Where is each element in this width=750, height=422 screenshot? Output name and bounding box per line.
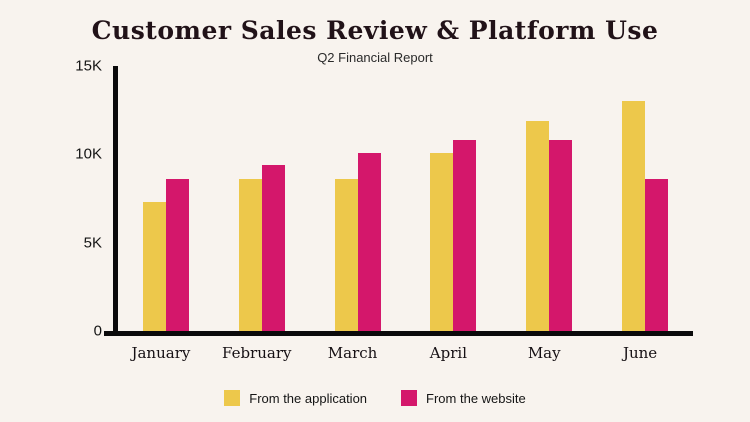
legend-swatch xyxy=(401,390,418,406)
chart-subtitle: Q2 Financial Report xyxy=(317,50,433,65)
y-tick-15k: 15K xyxy=(75,57,102,75)
bar-january-from-the-application xyxy=(142,202,166,331)
bar-group-april xyxy=(405,66,501,331)
legend-item-from-the-application: From the application xyxy=(224,390,367,406)
x-label-june: June xyxy=(622,344,658,362)
bar-february-from-the-website xyxy=(261,164,285,331)
legend-label: From the application xyxy=(249,390,368,406)
y-axis: 15K 10K 5K 0 xyxy=(40,58,102,340)
bar-march-from-the-website xyxy=(357,152,381,331)
legend-item-from-the-website: From the website xyxy=(401,390,526,406)
bar-june-from-the-application xyxy=(622,101,646,331)
bar-april-from-the-website xyxy=(453,140,477,331)
x-axis-labels: January February March April May June xyxy=(113,344,688,362)
x-label-march: March xyxy=(327,344,378,362)
x-label-january: January xyxy=(131,344,191,362)
bar-may-from-the-application xyxy=(526,120,550,331)
bar-group-may xyxy=(501,66,597,331)
bar-january-from-the-website xyxy=(165,179,189,331)
y-tick-10k: 10K xyxy=(75,145,102,163)
bar-february-from-the-application xyxy=(238,179,262,331)
legend-label: From the website xyxy=(426,390,526,406)
y-tick-5k: 5K xyxy=(83,234,102,252)
chart-title: Customer Sales Review & Platform Use xyxy=(91,16,659,45)
bar-group-june xyxy=(597,66,693,331)
bar-june-from-the-website xyxy=(645,179,669,331)
x-label-february: February xyxy=(221,344,292,362)
bar-may-from-the-website xyxy=(549,140,573,331)
bar-group-february xyxy=(214,66,310,331)
bars-container xyxy=(118,66,693,331)
y-tick-0: 0 xyxy=(93,322,102,340)
bar-april-from-the-application xyxy=(430,152,454,331)
bar-march-from-the-application xyxy=(334,179,358,331)
x-label-may: May xyxy=(527,344,561,362)
legend: From the application From the website xyxy=(0,390,750,406)
x-label-april: April xyxy=(429,344,467,362)
plot-area xyxy=(104,66,693,336)
bar-group-march xyxy=(310,66,406,331)
legend-swatch xyxy=(224,390,241,406)
bar-group-january xyxy=(118,66,214,331)
